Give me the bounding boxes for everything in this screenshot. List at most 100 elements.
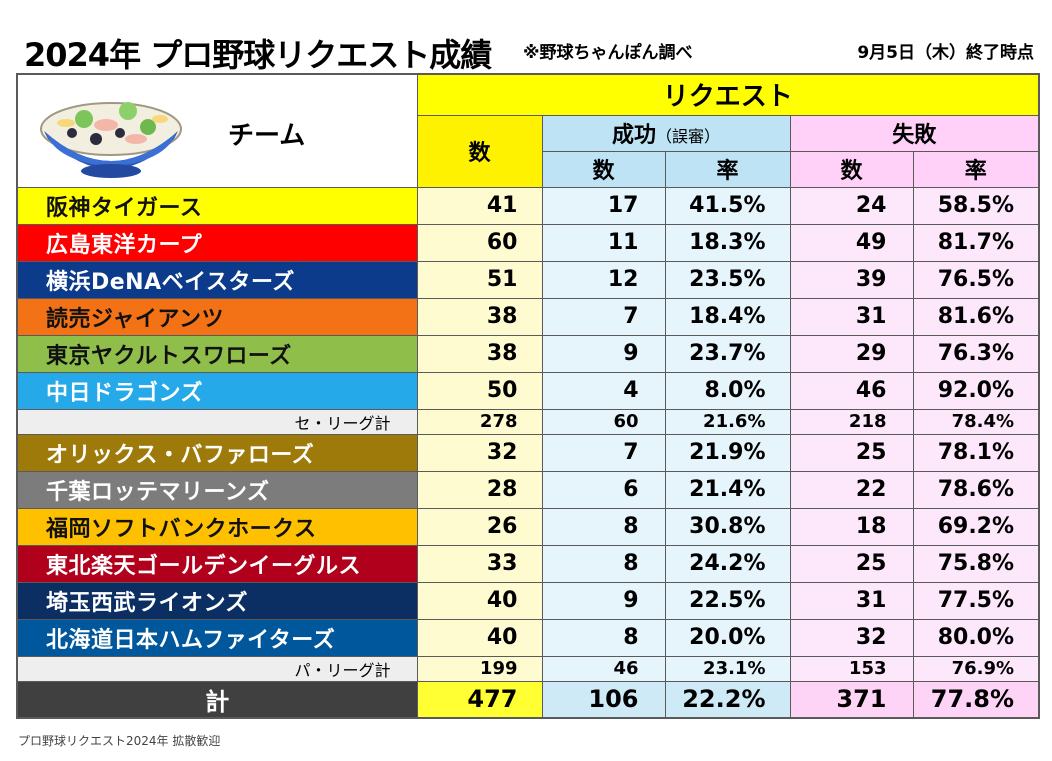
success-count: 46 xyxy=(541,655,666,682)
team-header-cell: チーム xyxy=(16,73,418,188)
request-count: 40 xyxy=(416,581,543,620)
success-rate: 22.2% xyxy=(664,680,791,719)
success-rate: 20.0% xyxy=(664,618,791,657)
request-stats-table: チーム リクエスト 数 成功（誤審） 失敗 数 率 数 率 阪神タイガース 41 1… xyxy=(16,73,1041,719)
success-count: 9 xyxy=(541,334,666,373)
footer-note: プロ野球リクエスト2024年 拡散歓迎 xyxy=(18,734,221,748)
success-count: 60 xyxy=(541,408,666,435)
team-name: 東北楽天ゴールデンイーグルス xyxy=(16,544,418,583)
success-count: 4 xyxy=(541,371,666,410)
failure-count: 31 xyxy=(789,581,914,620)
success-num-header: 数 xyxy=(541,150,666,188)
success-count: 6 xyxy=(541,470,666,509)
team-name: 東京ヤクルトスワローズ xyxy=(16,334,418,373)
failure-count: 25 xyxy=(789,544,914,583)
failure-rate: 76.9% xyxy=(912,655,1040,682)
count-header: 数 xyxy=(416,114,543,188)
success-rate: 18.4% xyxy=(664,297,791,336)
success-label: 成功 xyxy=(611,123,656,148)
team-row: 東北楽天ゴールデンイーグルス 33 8 24.2% 25 75.8% xyxy=(16,544,1040,583)
success-rate: 23.1% xyxy=(664,655,791,682)
failure-count: 29 xyxy=(789,334,914,373)
team-row: 東京ヤクルトスワローズ 38 9 23.7% 29 76.3% xyxy=(16,334,1040,373)
failure-count: 22 xyxy=(789,470,914,509)
team-row: 広島東洋カープ 60 11 18.3% 49 81.7% xyxy=(16,223,1040,262)
success-count: 8 xyxy=(541,618,666,657)
central-league-total-label: セ・リーグ計 xyxy=(16,408,418,435)
team-row: オリックス・バファローズ 32 7 21.9% 25 78.1% xyxy=(16,433,1040,472)
grand-total: 計 477 106 22.2% 371 77.8% xyxy=(16,680,1040,719)
request-count: 278 xyxy=(416,408,543,435)
failure-count: 218 xyxy=(789,408,914,435)
request-count: 477 xyxy=(416,680,543,719)
success-count: 8 xyxy=(541,544,666,583)
team-name: 広島東洋カープ xyxy=(16,223,418,262)
request-count: 38 xyxy=(416,334,543,373)
grand-total-label: 計 xyxy=(16,680,418,719)
success-count: 9 xyxy=(541,581,666,620)
failure-count: 153 xyxy=(789,655,914,682)
failure-rate: 78.1% xyxy=(912,433,1040,472)
success-count: 106 xyxy=(541,680,666,719)
failure-count: 25 xyxy=(789,433,914,472)
success-header: 成功（誤審） xyxy=(541,114,791,152)
team-name: 千葉ロッテマリーンズ xyxy=(16,470,418,509)
request-count: 199 xyxy=(416,655,543,682)
success-rate: 30.8% xyxy=(664,507,791,546)
header-row-3: 数 率 数 率 xyxy=(17,150,1040,188)
success-rate: 21.4% xyxy=(664,470,791,509)
request-header: リクエスト xyxy=(416,73,1040,116)
team-row: 阪神タイガース 41 17 41.5% 24 58.5% xyxy=(16,186,1040,225)
team-name: 阪神タイガース xyxy=(16,186,418,225)
success-rate: 24.2% xyxy=(664,544,791,583)
central-league-total: セ・リーグ計 278 60 21.6% 218 78.4% xyxy=(16,408,1040,435)
success-rate: 8.0% xyxy=(664,371,791,410)
team-column-label: チーム xyxy=(228,121,306,151)
team-name: 福岡ソフトバンクホークス xyxy=(16,507,418,546)
team-row: 中日ドラゴンズ 50 4 8.0% 46 92.0% xyxy=(16,371,1040,410)
request-count: 26 xyxy=(416,507,543,546)
failure-count: 32 xyxy=(789,618,914,657)
failure-header: 失敗 xyxy=(789,114,1040,152)
request-count: 60 xyxy=(416,223,543,262)
request-count: 28 xyxy=(416,470,543,509)
success-sub-label: （誤審） xyxy=(656,127,721,146)
failure-count: 24 xyxy=(789,186,914,225)
request-count: 40 xyxy=(416,618,543,657)
failure-rate: 58.5% xyxy=(912,186,1040,225)
failure-count: 18 xyxy=(789,507,914,546)
failure-rate: 69.2% xyxy=(912,507,1040,546)
team-name: 横浜DeNAベイスターズ xyxy=(16,260,418,299)
request-count: 51 xyxy=(416,260,543,299)
request-count: 50 xyxy=(416,371,543,410)
success-count: 17 xyxy=(541,186,666,225)
success-rate: 21.6% xyxy=(664,408,791,435)
success-count: 12 xyxy=(541,260,666,299)
team-name: 埼玉西武ライオンズ xyxy=(16,581,418,620)
champon-bowl-icon xyxy=(40,102,182,178)
team-row: 福岡ソフトバンクホークス 26 8 30.8% 18 69.2% xyxy=(16,507,1040,546)
failure-rate: 76.5% xyxy=(912,260,1040,299)
request-count: 38 xyxy=(416,297,543,336)
source-note: ※野球ちゃんぽん調べ xyxy=(523,43,693,63)
failure-count: 49 xyxy=(789,223,914,262)
team-row: 北海道日本ハムファイターズ 40 8 20.0% 32 80.0% xyxy=(16,618,1040,657)
success-count: 7 xyxy=(541,433,666,472)
request-count: 32 xyxy=(416,433,543,472)
team-row: 千葉ロッテマリーンズ 28 6 21.4% 22 78.6% xyxy=(16,470,1040,509)
success-count: 8 xyxy=(541,507,666,546)
failure-count: 39 xyxy=(789,260,914,299)
success-rate: 22.5% xyxy=(664,581,791,620)
failure-count: 371 xyxy=(789,680,914,719)
failure-rate: 80.0% xyxy=(912,618,1040,657)
failure-rate: 78.6% xyxy=(912,470,1040,509)
failure-rate: 81.7% xyxy=(912,223,1040,262)
success-count: 11 xyxy=(541,223,666,262)
failure-num-header: 数 xyxy=(789,150,914,188)
success-rate-header: 率 xyxy=(664,150,791,188)
pacific-league-total: パ・リーグ計 199 46 23.1% 153 76.9% xyxy=(16,655,1040,682)
success-rate: 23.5% xyxy=(664,260,791,299)
failure-rate: 81.6% xyxy=(912,297,1040,336)
page-title: 2024年 プロ野球リクエスト成績 xyxy=(24,36,492,74)
failure-count: 31 xyxy=(789,297,914,336)
